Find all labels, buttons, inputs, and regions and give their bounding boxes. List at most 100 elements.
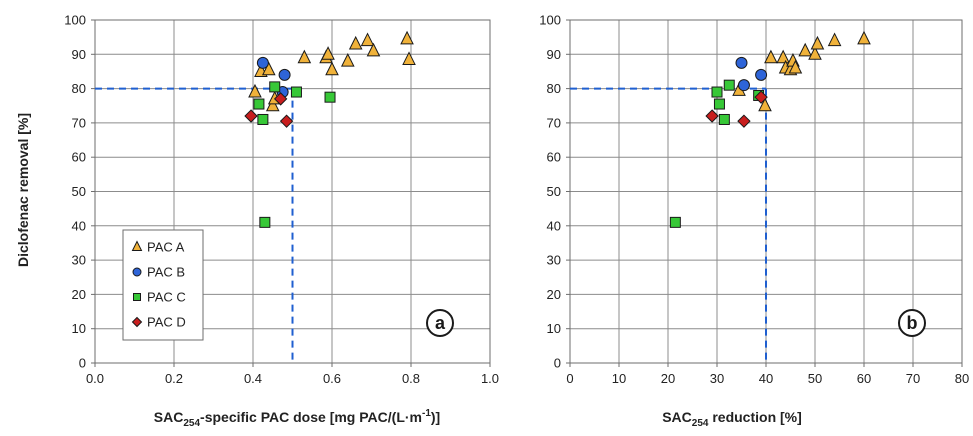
x-tick-label: 40 <box>759 371 773 386</box>
y-tick-label: 0 <box>554 356 561 371</box>
data-point <box>325 61 339 76</box>
data-point <box>857 30 871 45</box>
x-tick-label: 20 <box>661 371 675 386</box>
data-point <box>265 97 280 112</box>
legend-label: PAC D <box>147 315 186 330</box>
x-tick-label: 60 <box>857 371 871 386</box>
y-tick-label: 70 <box>547 115 561 130</box>
panel-label: a <box>435 313 446 333</box>
data-point <box>244 109 258 123</box>
x-tick-label: 0.2 <box>165 371 183 386</box>
data-point <box>290 86 302 98</box>
x-tick-label: 10 <box>612 371 626 386</box>
y-tick-label: 20 <box>547 287 561 302</box>
data-point <box>718 113 730 125</box>
data-point <box>278 68 291 81</box>
legend-label: PAC B <box>147 265 185 280</box>
data-point <box>711 86 723 98</box>
data-point <box>737 114 751 128</box>
x-tick-label: 50 <box>808 371 822 386</box>
series-pac-c <box>253 81 336 228</box>
series-pac-a <box>732 30 871 112</box>
data-point <box>788 59 803 74</box>
panel-label-circle <box>898 309 926 337</box>
y-tick-label: 90 <box>72 47 86 62</box>
data-point <box>259 216 271 228</box>
data-point <box>324 91 336 103</box>
legend-marker <box>131 240 143 251</box>
data-point <box>723 79 735 91</box>
data-point <box>248 83 262 98</box>
x-tick-label: 30 <box>710 371 724 386</box>
y-tick-label: 30 <box>72 253 86 268</box>
x-tick-label: 0.4 <box>244 371 262 386</box>
data-point <box>297 49 312 64</box>
data-point <box>273 92 288 106</box>
data-point <box>366 42 381 57</box>
legend-label: PAC A <box>147 240 185 255</box>
data-point <box>256 56 269 69</box>
x-tick-label: 0 <box>566 371 573 386</box>
data-point <box>360 32 375 47</box>
data-point <box>758 97 772 112</box>
data-point <box>798 42 813 57</box>
panel-label: b <box>907 313 918 333</box>
data-point <box>776 49 790 64</box>
data-point <box>705 109 719 123</box>
y-tick-label: 100 <box>64 13 86 28</box>
x-axis-label: SAC254-specific PAC dose [mg PAC/(L·m-1)… <box>154 408 440 429</box>
y-tick-label: 30 <box>547 253 561 268</box>
y-tick-label: 90 <box>547 47 561 62</box>
y-tick-label: 40 <box>72 218 86 233</box>
x-tick-label: 0.0 <box>86 371 104 386</box>
data-point <box>253 98 265 110</box>
y-tick-label: 10 <box>72 321 86 336</box>
y-tick-label: 100 <box>539 13 561 28</box>
data-point <box>269 81 281 93</box>
data-point <box>754 90 768 104</box>
y-tick-label: 60 <box>547 150 561 165</box>
legend-marker <box>132 267 142 277</box>
data-point <box>279 114 294 128</box>
y-axis-label: Diclofenac removal [%] <box>15 113 31 267</box>
x-tick-label: 0.6 <box>323 371 341 386</box>
x-tick-label: 80 <box>955 371 969 386</box>
y-tick-label: 20 <box>72 287 86 302</box>
y-tick-label: 50 <box>72 184 86 199</box>
data-point <box>400 30 414 45</box>
panel-label-circle <box>426 309 454 337</box>
series-pac-d <box>244 92 294 128</box>
data-point <box>737 79 750 92</box>
legend-marker <box>131 316 143 328</box>
data-point <box>808 46 822 60</box>
data-point <box>348 35 363 50</box>
data-point <box>402 51 416 65</box>
x-axis-label: SAC254 reduction [%] <box>662 409 802 429</box>
x-tick-label: 1.0 <box>481 371 499 386</box>
data-point <box>735 56 748 69</box>
legend: PAC A PAC B PAC C PAC D <box>122 229 204 341</box>
data-point <box>321 46 335 60</box>
data-point <box>810 35 825 50</box>
y-tick-label: 70 <box>72 115 86 130</box>
data-point <box>713 98 725 110</box>
data-point <box>257 113 269 125</box>
legend-marker <box>133 293 141 301</box>
x-tick-label: 70 <box>906 371 920 386</box>
series-pac-d <box>705 90 768 128</box>
legend-label: PAC C <box>147 290 186 305</box>
series-pac-b <box>735 56 768 92</box>
y-tick-label: 40 <box>547 218 561 233</box>
data-point <box>764 49 778 64</box>
data-point <box>755 68 768 81</box>
y-tick-label: 80 <box>547 81 561 96</box>
y-tick-label: 80 <box>72 81 86 96</box>
chart-panel-b: 0 10 20 30 40 50 60 70 80 90 100 0 10 20 30 40 50 60 70 80 S… <box>539 13 969 430</box>
data-point <box>261 61 276 76</box>
series-pac-a <box>248 30 416 112</box>
y-tick-label: 0 <box>79 356 86 371</box>
y-tick-label: 10 <box>547 321 561 336</box>
x-tick-label: 0.8 <box>402 371 420 386</box>
chart-panel-a: 0 10 20 30 40 50 60 70 80 90 100 0.0 0.2 0.4 0.6 0.8 1.0… <box>64 13 499 430</box>
